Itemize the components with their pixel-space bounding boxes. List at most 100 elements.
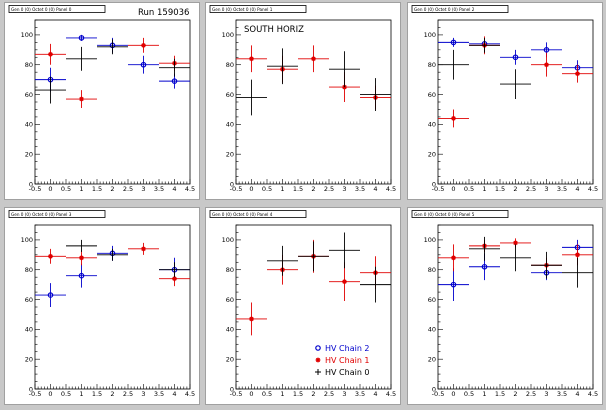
y-axis: 0 20 40 60 80 100 xyxy=(424,19,443,188)
x-tick-label: 2.5 xyxy=(123,390,133,398)
data-point xyxy=(438,268,469,302)
pad-title-box xyxy=(411,5,509,13)
plot-frame xyxy=(235,19,392,185)
y-tick-label: 0 xyxy=(230,180,234,188)
x-tick-label: 4.5 xyxy=(386,185,396,193)
data-point xyxy=(236,79,267,116)
point-marker xyxy=(79,255,84,261)
series-hv-chain-0 xyxy=(35,39,190,104)
y-tick-label: 100 xyxy=(21,31,33,39)
y-tick-label: 80 xyxy=(25,61,33,69)
data-point xyxy=(236,302,267,336)
pad-title-text: Gen 0 (0) Octet 0 (0) Panel 1 xyxy=(212,7,273,12)
x-tick-label: 4 xyxy=(575,390,579,398)
y-tick-label: 60 xyxy=(226,91,234,99)
y-tick-label: 20 xyxy=(226,150,234,158)
x-tick-label: 1 xyxy=(280,185,284,193)
y-tick-label: 60 xyxy=(428,296,436,304)
x-tick-label: 4.5 xyxy=(588,185,598,193)
pad-title-box xyxy=(209,210,307,218)
data-point xyxy=(159,73,190,89)
y-axis: 0 20 40 60 80 100 xyxy=(424,224,443,393)
point-marker xyxy=(140,61,147,68)
pad-title-box xyxy=(8,5,106,13)
y-tick-label: 20 xyxy=(226,355,234,363)
x-tick-label: 3.5 xyxy=(355,185,365,193)
data-point xyxy=(66,34,97,41)
point-marker xyxy=(575,71,580,77)
data-point xyxy=(35,43,66,65)
x-tick-label: -0.5 xyxy=(29,185,42,193)
data-point xyxy=(438,109,469,128)
x-tick-label: 0.5 xyxy=(262,185,272,193)
x-tick-label: -0.5 xyxy=(29,390,42,398)
y-tick-label: 80 xyxy=(226,61,234,69)
legend-marker xyxy=(315,357,321,363)
y-axis: 0 20 40 60 80 100 xyxy=(222,224,241,393)
series-hv-chain-1 xyxy=(236,45,391,110)
point-marker xyxy=(79,96,84,102)
pad-title-text: Gen 0 (0) Octet 0 (0) Panel 2 xyxy=(414,7,475,12)
data-point xyxy=(128,37,159,53)
x-tick-label: -0.5 xyxy=(230,185,243,193)
x-tick-label: 2.5 xyxy=(526,185,536,193)
x-tick-label: 2.5 xyxy=(324,185,334,193)
x-tick-label: 2 xyxy=(110,390,114,398)
x-tick-label: 0 xyxy=(249,390,253,398)
y-tick-label: 40 xyxy=(428,121,436,129)
y-tick-label: 40 xyxy=(226,121,234,129)
pad-title-text: Gen 0 (0) Octet 0 (0) Panel 0 xyxy=(11,7,72,12)
series-hv-chain-0 xyxy=(236,48,391,116)
point-marker xyxy=(512,54,519,61)
x-tick-label: 0 xyxy=(249,185,253,193)
point-marker xyxy=(450,39,457,46)
y-tick-label: 0 xyxy=(432,385,436,393)
point-marker xyxy=(172,276,177,282)
y-tick-label: 20 xyxy=(428,355,436,363)
x-tick-label: 1 xyxy=(79,390,83,398)
data-point xyxy=(562,64,593,83)
panel-orientation-label: SOUTH HORIZ xyxy=(244,25,304,35)
pad-title-box xyxy=(209,5,307,13)
y-tick-label: 0 xyxy=(432,180,436,188)
point-marker xyxy=(249,56,254,62)
x-tick-label: 1.5 xyxy=(92,185,102,193)
point-marker xyxy=(78,272,85,279)
chart-svg: Gen 0 (0) Octet 0 (0) Panel 2-0.5 0 0.5 1 1.… xyxy=(411,5,598,193)
y-tick-label: 80 xyxy=(428,61,436,69)
series-hv-chain-1 xyxy=(35,242,190,287)
y-tick-label: 60 xyxy=(226,296,234,304)
plot-frame xyxy=(437,19,594,185)
y-tick-label: 0 xyxy=(230,385,234,393)
series-hv-chain-0 xyxy=(438,37,531,100)
data-point xyxy=(236,45,267,73)
legend-marker xyxy=(315,369,321,375)
point-marker xyxy=(48,253,53,259)
data-point xyxy=(360,78,391,111)
y-tick-label: 0 xyxy=(29,385,33,393)
data-point xyxy=(500,49,531,65)
data-point xyxy=(438,49,469,80)
y-tick-label: 40 xyxy=(226,326,234,334)
data-point xyxy=(66,263,97,288)
point-marker xyxy=(450,281,457,288)
x-tick-label: 1.5 xyxy=(495,185,505,193)
data-point xyxy=(562,257,593,288)
y-tick-label: 40 xyxy=(428,326,436,334)
y-tick-label: 100 xyxy=(222,236,234,244)
x-tick-label: 2 xyxy=(513,185,517,193)
x-axis: -0.5 0 0.5 1 1.5 2 2.5 3 3.5 4 4.5 xyxy=(29,384,195,398)
chart-svg: Gen 0 (0) Octet 0 (0) Panel 1-0.5 0 0.5 1 1.… xyxy=(209,5,396,193)
data-point xyxy=(128,242,159,255)
data-point xyxy=(329,262,360,302)
point-marker xyxy=(481,263,488,270)
data-point xyxy=(329,232,360,269)
data-point xyxy=(438,244,469,272)
x-tick-label: 2 xyxy=(311,390,315,398)
plot-pad-panel-3: Gen 0 (0) Octet 0 (0) Panel 3 -0.5 0 0.5 1 1.… xyxy=(4,207,200,405)
chart-svg: Gen 0 (0) Octet 0 (0) Panel 5-0.5 0 0.5 1 1.… xyxy=(411,210,598,398)
y-tick-label: 40 xyxy=(25,121,33,129)
x-tick-label: 4.5 xyxy=(386,390,396,398)
legend-item: HV Chain 2 xyxy=(315,344,370,353)
